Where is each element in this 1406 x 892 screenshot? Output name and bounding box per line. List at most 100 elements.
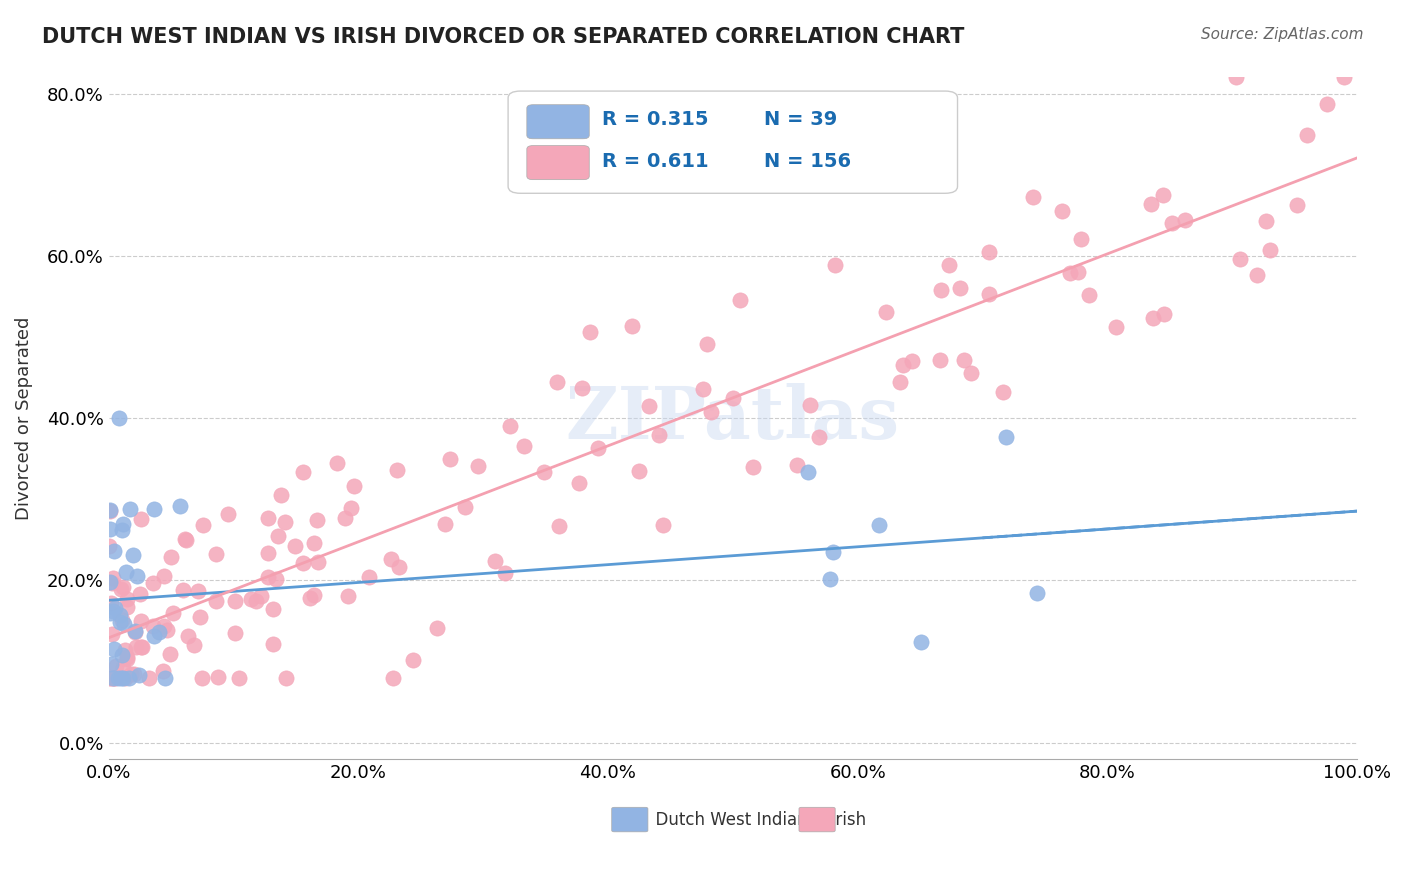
Point xyxy=(114,643,136,657)
Point xyxy=(342,479,364,493)
Point xyxy=(191,517,214,532)
Point xyxy=(387,559,409,574)
Point xyxy=(284,539,307,553)
Point xyxy=(620,318,643,333)
Point xyxy=(938,259,960,273)
Point xyxy=(162,606,184,620)
Point xyxy=(948,281,970,295)
Point xyxy=(240,591,263,606)
Point xyxy=(118,502,141,516)
Point xyxy=(257,511,280,525)
Point xyxy=(433,517,456,532)
Point xyxy=(820,572,842,586)
Point xyxy=(125,640,148,654)
Point xyxy=(730,293,752,308)
Point xyxy=(111,613,134,627)
Point xyxy=(1246,268,1268,282)
Point xyxy=(381,671,404,685)
Point xyxy=(111,516,134,531)
Point xyxy=(262,637,284,651)
Point xyxy=(302,535,325,549)
Point xyxy=(1153,307,1175,321)
Point xyxy=(333,510,356,524)
Point xyxy=(98,503,121,517)
Point xyxy=(929,283,952,297)
Point xyxy=(103,543,125,558)
Point xyxy=(647,428,669,442)
Point xyxy=(101,671,124,685)
Y-axis label: Divorced or Separated: Divorced or Separated xyxy=(15,317,32,520)
Point xyxy=(101,627,124,641)
Point xyxy=(533,465,555,479)
Point xyxy=(891,359,914,373)
Point xyxy=(228,671,250,685)
Point xyxy=(224,594,246,608)
FancyBboxPatch shape xyxy=(527,104,589,139)
Point xyxy=(977,287,1000,301)
Point xyxy=(305,513,328,527)
Point xyxy=(148,625,170,640)
Text: R = 0.315: R = 0.315 xyxy=(602,111,709,129)
Point xyxy=(484,554,506,568)
Point xyxy=(114,566,136,580)
Point xyxy=(142,501,165,516)
Point xyxy=(467,458,489,473)
Point xyxy=(454,500,477,515)
Point xyxy=(325,456,347,470)
Point xyxy=(1258,244,1281,258)
Point xyxy=(104,659,127,673)
Point xyxy=(129,614,152,628)
Point xyxy=(891,132,914,146)
Point xyxy=(991,384,1014,399)
Point xyxy=(889,376,911,390)
Point xyxy=(100,657,122,671)
Point xyxy=(786,458,808,472)
Point xyxy=(721,391,744,405)
Point xyxy=(1174,213,1197,227)
Point xyxy=(995,430,1018,444)
Point xyxy=(307,555,329,569)
Point xyxy=(799,398,821,412)
FancyBboxPatch shape xyxy=(799,807,835,832)
Point xyxy=(129,512,152,526)
Point xyxy=(1295,128,1317,143)
Point xyxy=(156,623,179,637)
Point xyxy=(205,547,228,561)
Point xyxy=(98,504,121,518)
Point xyxy=(824,259,846,273)
Point xyxy=(796,465,818,479)
Point xyxy=(101,604,124,618)
Point xyxy=(108,608,131,623)
FancyBboxPatch shape xyxy=(612,807,648,832)
Point xyxy=(245,594,267,608)
Point xyxy=(187,584,209,599)
Point xyxy=(110,615,132,629)
Text: Source: ZipAtlas.com: Source: ZipAtlas.com xyxy=(1201,27,1364,42)
Point xyxy=(129,640,152,654)
Point xyxy=(115,592,138,607)
Point xyxy=(546,375,568,389)
Point xyxy=(1067,264,1090,278)
Point xyxy=(692,382,714,396)
Point xyxy=(637,400,659,414)
Point xyxy=(385,463,408,477)
Point xyxy=(291,466,314,480)
Point xyxy=(578,325,600,339)
Point xyxy=(1333,70,1355,85)
Point xyxy=(104,600,127,615)
Point xyxy=(98,606,121,620)
Point xyxy=(111,580,134,594)
Point xyxy=(513,439,536,453)
Point xyxy=(264,572,287,586)
Point xyxy=(112,671,135,685)
Point xyxy=(115,599,138,614)
Point xyxy=(547,518,569,533)
Point xyxy=(359,570,381,584)
Point xyxy=(273,515,295,529)
Point xyxy=(129,587,152,601)
Point xyxy=(101,576,124,591)
Point xyxy=(122,666,145,681)
Point xyxy=(191,671,214,685)
Point xyxy=(291,556,314,570)
Point xyxy=(439,451,461,466)
